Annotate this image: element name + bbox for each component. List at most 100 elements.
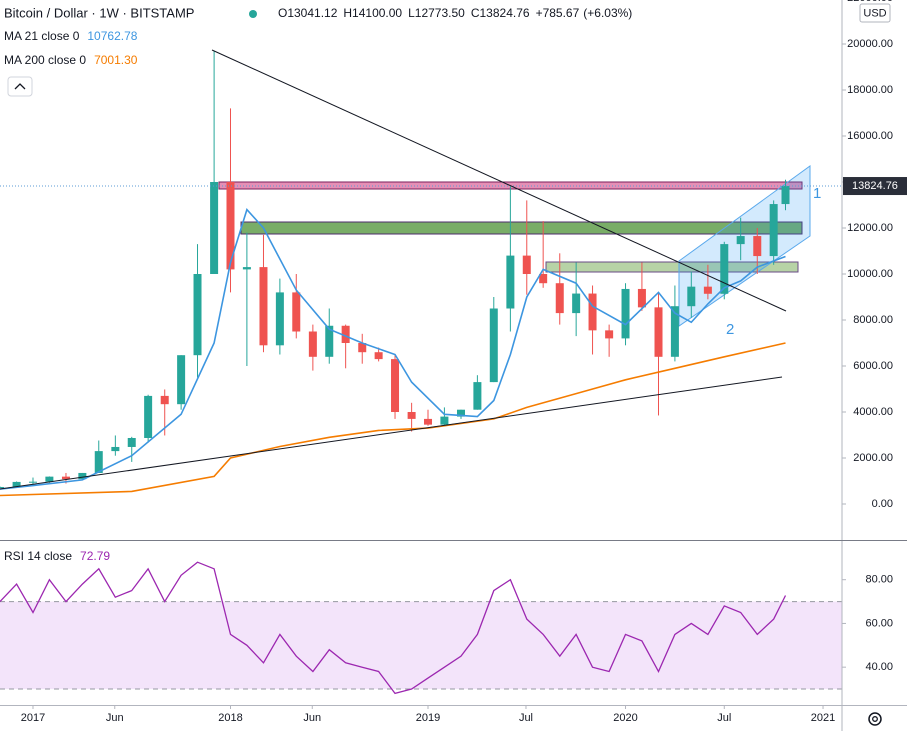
candle-body (670, 306, 679, 357)
candle-body (621, 288, 630, 339)
candle-body (555, 283, 564, 314)
y-tick-label: 0.00 (872, 498, 893, 510)
candle-body (588, 293, 597, 331)
ohlc-value: H14100.00 (343, 6, 402, 20)
candle-body (177, 355, 186, 405)
collapse-button[interactable] (7, 76, 33, 97)
ohlc-value: L12773.50 (408, 6, 465, 20)
candle-body (456, 409, 465, 417)
candle-body (0, 486, 4, 488)
last-price-badge (843, 177, 907, 196)
annotation: 2 (726, 321, 734, 338)
candle-body (292, 292, 301, 332)
x-tick-label: 2020 (613, 712, 637, 724)
rsi-band (0, 601, 842, 690)
indicator-name: MA 200 close 0 (4, 53, 86, 67)
indicator-name: MA 21 close 0 (4, 29, 80, 43)
y-tick-label: 2000.00 (853, 452, 893, 464)
y-tick-label: 18000.00 (847, 84, 893, 96)
y-tick-label: 10000.00 (847, 268, 893, 280)
y-tick-label: 8000.00 (853, 314, 893, 326)
trendlines (0, 49, 787, 490)
rsi-line (0, 561, 787, 695)
candle-body (637, 288, 646, 308)
candle-body (572, 293, 581, 314)
resistance-zone (240, 221, 803, 235)
currency: USD (863, 7, 886, 19)
candle-body (539, 274, 548, 284)
settings-button[interactable] (868, 712, 882, 726)
indicator-legend: RSI 14 close 72.79 (4, 549, 110, 563)
collapse-icon (14, 83, 26, 90)
candle-body (424, 418, 433, 425)
candle-body (489, 308, 498, 383)
price-pane (0, 50, 842, 497)
x-tick-label: Jul (717, 712, 731, 724)
candle-body (473, 382, 482, 410)
candle-body (28, 481, 37, 483)
market-status (249, 10, 257, 18)
candle-body (720, 244, 729, 294)
y-tick-label: 22000.00 (847, 0, 893, 4)
y-tick-label: 6000.00 (853, 360, 893, 372)
indicator-name: RSI 14 close (4, 549, 72, 563)
candle-body (78, 472, 87, 480)
candle-body (259, 267, 268, 346)
candle-body (160, 395, 169, 405)
candle-body (275, 292, 284, 346)
y-tick-label: 20000.00 (847, 38, 893, 50)
candle-body (193, 274, 202, 356)
candle-body (12, 481, 21, 487)
candle-body (127, 437, 136, 447)
candle-body (94, 451, 103, 473)
indicator-value: 10762.78 (87, 29, 137, 43)
symbol-title: Bitcoin / Dollar · 1W · BITSTAMP (4, 5, 194, 20)
candle-body (391, 359, 400, 413)
candle-body (111, 446, 120, 452)
gear-icon (872, 716, 878, 722)
indicator-legend: MA 21 close 0 10762.78 (4, 29, 138, 43)
candle-body (144, 395, 153, 438)
x-tick-label: 2017 (21, 712, 45, 724)
indicator-legend: MA 200 close 0 7001.30 (4, 53, 138, 67)
x-tick-label: 2019 (416, 712, 440, 724)
trendline (211, 49, 787, 312)
x-tick-label: 2021 (811, 712, 835, 724)
candle-body (210, 182, 219, 275)
candle-body (325, 325, 334, 357)
change-percent: (+6.03%) (583, 6, 632, 20)
rsi-lines (0, 561, 787, 695)
change: +785.67 (536, 6, 580, 20)
y-tick-label: 40.00 (865, 661, 893, 673)
candle-body (605, 330, 614, 339)
annotation: 1 (813, 185, 821, 202)
candle-body (654, 307, 663, 357)
candle-body (341, 325, 350, 344)
moving-average (0, 208, 786, 490)
y-tick-label: 12000.00 (847, 222, 893, 234)
support-zone (545, 261, 799, 273)
candle-body (45, 476, 54, 482)
candle-body (753, 236, 762, 257)
candle-body (242, 267, 251, 270)
candle-body (61, 476, 70, 480)
candle-body (781, 186, 790, 205)
y-tick-label: 4000.00 (853, 406, 893, 418)
candle-body (769, 204, 778, 257)
y-tick-label: 60.00 (865, 617, 893, 629)
candle-body (358, 343, 367, 353)
candle-body (407, 412, 416, 419)
x-tick-label: 2018 (218, 712, 242, 724)
candle-body (226, 182, 235, 270)
y-tick-label: 16000.00 (847, 130, 893, 142)
last-price-label: 13824.76 (852, 180, 898, 192)
ohlc-value: C13824.76 (471, 6, 530, 20)
ohlc-value: O13041.12 (278, 6, 338, 20)
gear-icon (868, 712, 882, 726)
candle-body (374, 352, 383, 360)
ohlc-legend: O13041.12 H14100.00 L12773.50 C13824.76 +785… (278, 6, 632, 20)
x-tick-label: Jul (519, 712, 533, 724)
candle-body (522, 255, 531, 275)
